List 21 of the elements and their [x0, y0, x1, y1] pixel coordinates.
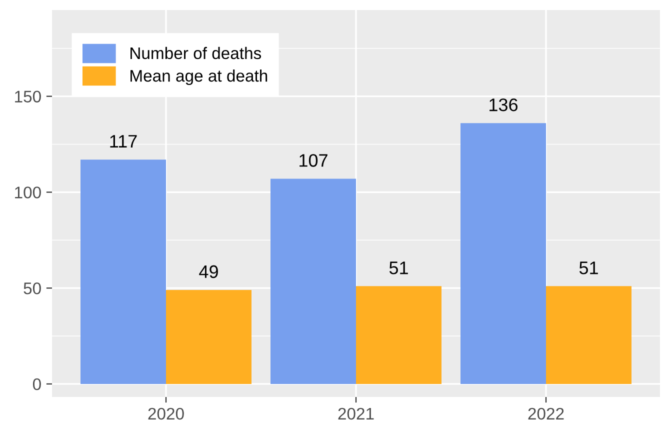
- data-label: 51: [579, 262, 598, 274]
- x-tick-label: 2020: [148, 408, 184, 420]
- legend-label: Number of deaths: [130, 46, 262, 60]
- bar: [166, 290, 252, 384]
- data-label: 49: [199, 265, 218, 278]
- bar: [356, 286, 442, 384]
- bar: [546, 286, 632, 384]
- x-tick-label: 2021: [338, 408, 374, 420]
- y-tick-label: 150: [15, 90, 41, 102]
- y-tick-label: 100: [15, 186, 41, 198]
- data-label: 117: [110, 135, 137, 148]
- bar: [460, 123, 546, 384]
- y-tick-label: 50: [24, 282, 41, 294]
- data-label: 51: [389, 262, 408, 274]
- data-label: 107: [300, 154, 328, 167]
- legend-label: Mean age at death: [130, 69, 268, 86]
- x-tick-label: 2022: [528, 408, 564, 420]
- bar: [270, 178, 356, 384]
- bar: [80, 160, 166, 384]
- data-label: 136: [490, 98, 518, 112]
- y-tick-label: 0: [32, 378, 41, 390]
